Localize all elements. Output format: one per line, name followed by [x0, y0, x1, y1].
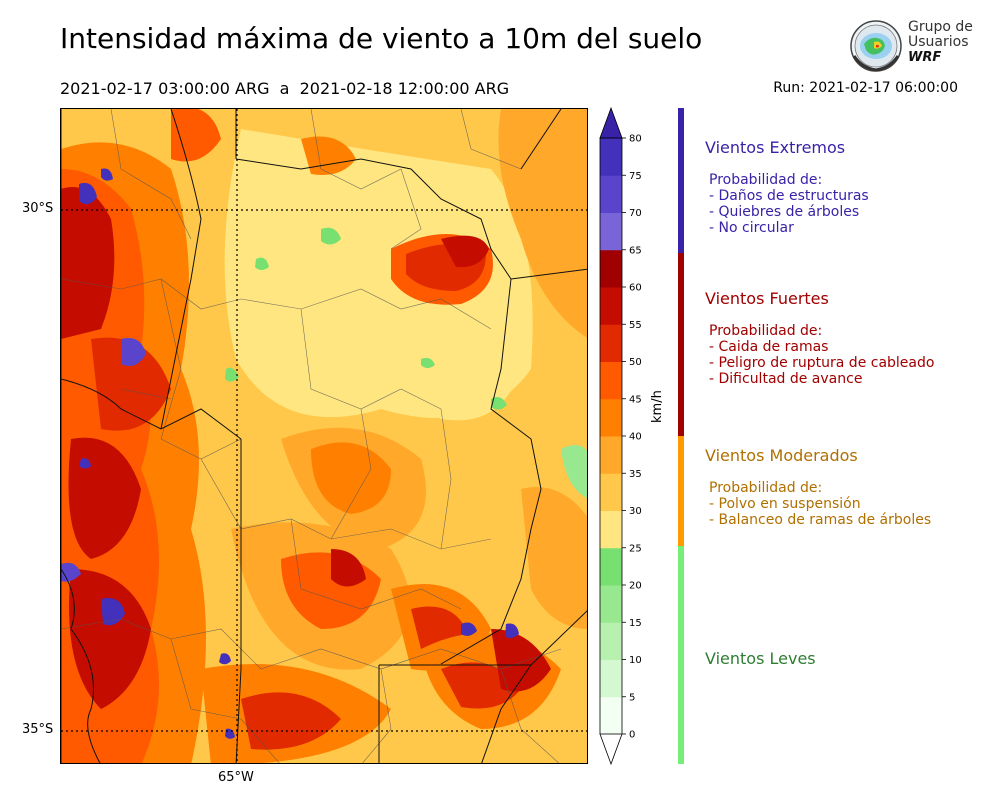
run-timestamp: Run: 2021-02-17 06:00:00: [773, 80, 958, 96]
colorbar-tick-label: 5: [629, 692, 635, 703]
wind-map: [60, 108, 588, 764]
colorbar-band: [600, 249, 622, 288]
globe-icon: [850, 20, 902, 72]
category-bar-fuertes: [678, 253, 684, 436]
colorbar-tick-label: 55: [629, 320, 642, 331]
colorbar-band: [600, 696, 622, 735]
wrf-group-logo: Grupo de Usuarios WRF: [848, 18, 978, 74]
category-bar-leves: [678, 546, 684, 764]
colorbar-band: [600, 324, 622, 362]
colorbar-band: [600, 175, 622, 213]
lat-label-35s: 35°S: [22, 722, 54, 737]
colorbar-tick-label: 35: [629, 469, 642, 480]
map-title: Intensidad máxima de viento a 10m del su…: [60, 22, 703, 55]
colorbar-tick-label: 30: [629, 506, 642, 517]
admin-boundaries: [61, 109, 562, 763]
colorbar-tick-label: 70: [629, 208, 642, 219]
colorbar-tick-label: 50: [629, 357, 642, 368]
colorbar-band: [600, 622, 622, 660]
category-desc-fuertes: Probabilidad de: - Caida de ramas - Peli…: [709, 323, 935, 387]
lon-label-65w: 65°W: [218, 770, 254, 785]
colorbar-band: [600, 138, 622, 176]
category-title-fuertes: Vientos Fuertes: [705, 289, 829, 308]
colorbar-tick-label: 80: [629, 134, 642, 145]
colorbar-tick-label: 20: [629, 581, 642, 592]
colorbar-tick-label: 65: [629, 245, 642, 256]
colorbar-band: [600, 361, 622, 400]
category-desc-extremos: Probabilidad de: - Daños de estructuras …: [709, 172, 869, 236]
graticule: [61, 109, 587, 763]
colorbar-high-extension: [599, 106, 623, 139]
category-bar-moderados: [678, 436, 684, 546]
colorbar-graphic: 0 5 10 15 20 25 30 35 40 45 50 55 60 65 70 75 80: [599, 106, 642, 766]
category-title-extremos: Vientos Extremos: [705, 138, 846, 157]
colorbar-tick-label: 75: [629, 171, 642, 182]
logo-text-line2: Usuarios: [908, 34, 969, 50]
colorbar-band: [600, 287, 622, 325]
colorbar-tick-label: 15: [629, 618, 642, 629]
forecast-period: 2021-02-17 03:00:00 ARG a 2021-02-18 12:…: [60, 79, 510, 98]
colorbar-band: [600, 436, 622, 474]
logo-text-line1: Grupo de: [908, 19, 973, 35]
category-title-moderados: Vientos Moderados: [705, 446, 858, 465]
province-borders: [61, 109, 587, 763]
colorbar-tick-label: 25: [629, 543, 642, 554]
category-desc-moderados: Probabilidad de: - Polvo en suspensión -…: [709, 480, 932, 528]
colorbar-band: [600, 547, 622, 586]
category-bar-extremos: [678, 108, 684, 253]
wind-field: [61, 109, 587, 763]
colorbar-band: [600, 585, 622, 623]
colorbar-band: [600, 212, 622, 251]
category-title-leves: Vientos Leves: [705, 649, 816, 668]
colorbar-band: [600, 659, 622, 698]
colorbar-unit: km/h: [650, 390, 665, 423]
logo-text-line3: WRF: [908, 50, 942, 65]
colorbar-tick-label: 45: [629, 394, 642, 405]
colorbar-tick-label: 40: [629, 432, 642, 443]
colorbar-band: [600, 510, 622, 549]
lat-label-30s: 30°S: [22, 201, 54, 216]
colorbar-tick-label: 60: [629, 283, 642, 294]
colorbar: 0 5 10 15 20 25 30 35 40 45 50 55 60 65 70 75 80: [596, 104, 656, 768]
wind-field-canvas: [61, 109, 587, 763]
colorbar-tick-label: 10: [629, 655, 642, 666]
colorbar-band: [600, 473, 622, 511]
colorbar-tick-label: 0: [629, 730, 635, 741]
colorbar-band: [600, 398, 622, 437]
colorbar-low-extension: [599, 733, 623, 766]
